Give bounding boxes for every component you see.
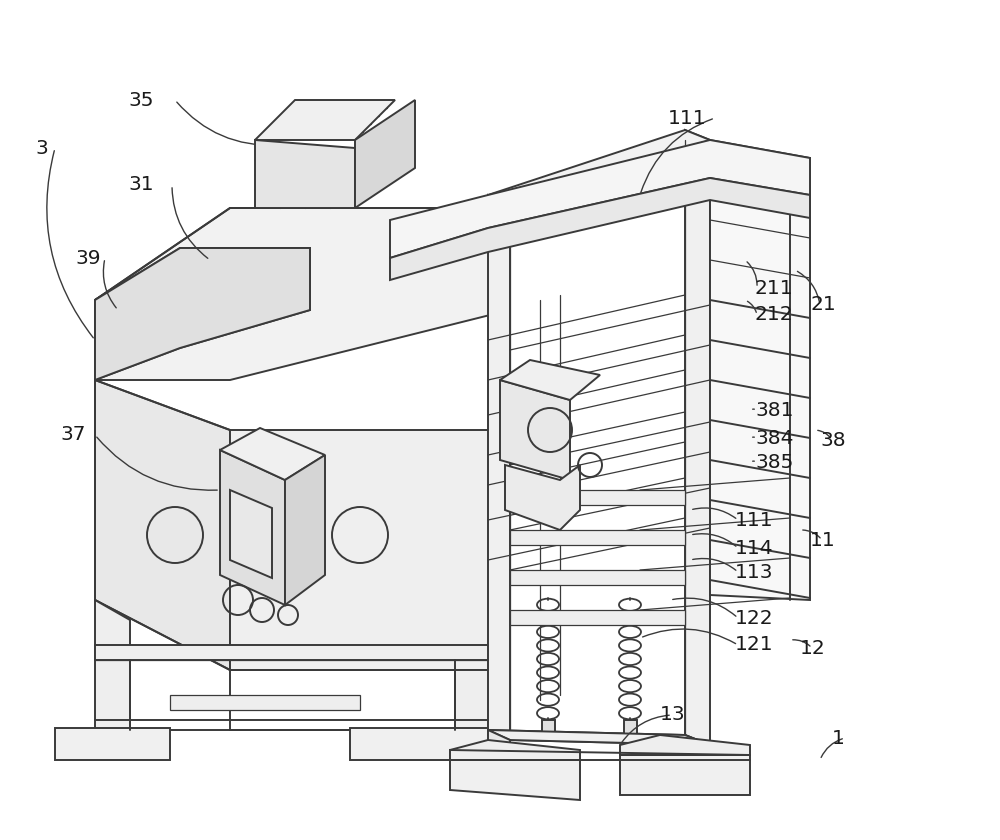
Polygon shape: [450, 750, 580, 800]
Polygon shape: [500, 380, 570, 480]
Text: 37: 37: [60, 426, 86, 444]
Polygon shape: [95, 248, 310, 380]
Text: 111: 111: [668, 108, 707, 128]
Polygon shape: [488, 730, 510, 760]
Polygon shape: [355, 100, 415, 208]
Polygon shape: [390, 178, 810, 280]
Text: 113: 113: [735, 563, 774, 581]
Text: 21: 21: [810, 296, 836, 314]
Polygon shape: [350, 728, 490, 760]
Text: 12: 12: [800, 638, 826, 658]
Polygon shape: [488, 130, 710, 205]
Polygon shape: [500, 360, 600, 400]
Polygon shape: [488, 195, 510, 745]
Polygon shape: [685, 130, 710, 745]
Text: 1: 1: [832, 728, 845, 748]
Polygon shape: [510, 610, 685, 625]
Polygon shape: [230, 490, 272, 578]
Polygon shape: [510, 530, 685, 545]
Text: 121: 121: [735, 636, 774, 654]
Text: 381: 381: [755, 401, 794, 419]
Polygon shape: [285, 455, 325, 605]
Polygon shape: [170, 695, 360, 710]
Polygon shape: [255, 140, 355, 208]
Text: 3: 3: [35, 139, 48, 157]
Polygon shape: [220, 428, 325, 480]
Polygon shape: [505, 465, 580, 530]
Text: 384: 384: [755, 428, 794, 448]
Polygon shape: [510, 490, 685, 505]
Polygon shape: [390, 140, 810, 258]
Polygon shape: [95, 208, 490, 380]
Polygon shape: [95, 645, 490, 660]
Text: 211: 211: [755, 279, 794, 297]
Polygon shape: [710, 140, 810, 600]
Text: 11: 11: [810, 531, 836, 549]
Text: 212: 212: [755, 306, 794, 324]
Polygon shape: [220, 450, 285, 605]
Polygon shape: [255, 100, 395, 140]
Polygon shape: [510, 570, 685, 585]
Text: 31: 31: [128, 176, 154, 195]
Polygon shape: [488, 730, 710, 745]
Text: 122: 122: [735, 608, 774, 627]
Text: 13: 13: [660, 706, 686, 724]
Text: 114: 114: [735, 538, 774, 558]
Polygon shape: [455, 670, 490, 740]
Polygon shape: [542, 720, 555, 740]
Polygon shape: [95, 380, 230, 670]
Polygon shape: [624, 720, 637, 740]
Polygon shape: [95, 600, 130, 730]
Text: 39: 39: [75, 249, 100, 267]
Polygon shape: [450, 740, 580, 760]
Polygon shape: [620, 755, 750, 795]
Polygon shape: [55, 728, 170, 760]
Polygon shape: [230, 430, 490, 670]
Text: 385: 385: [755, 453, 793, 471]
Polygon shape: [488, 730, 710, 745]
Text: 38: 38: [820, 430, 846, 449]
Text: 111: 111: [735, 511, 774, 529]
Text: 35: 35: [128, 91, 154, 109]
Polygon shape: [620, 735, 750, 755]
